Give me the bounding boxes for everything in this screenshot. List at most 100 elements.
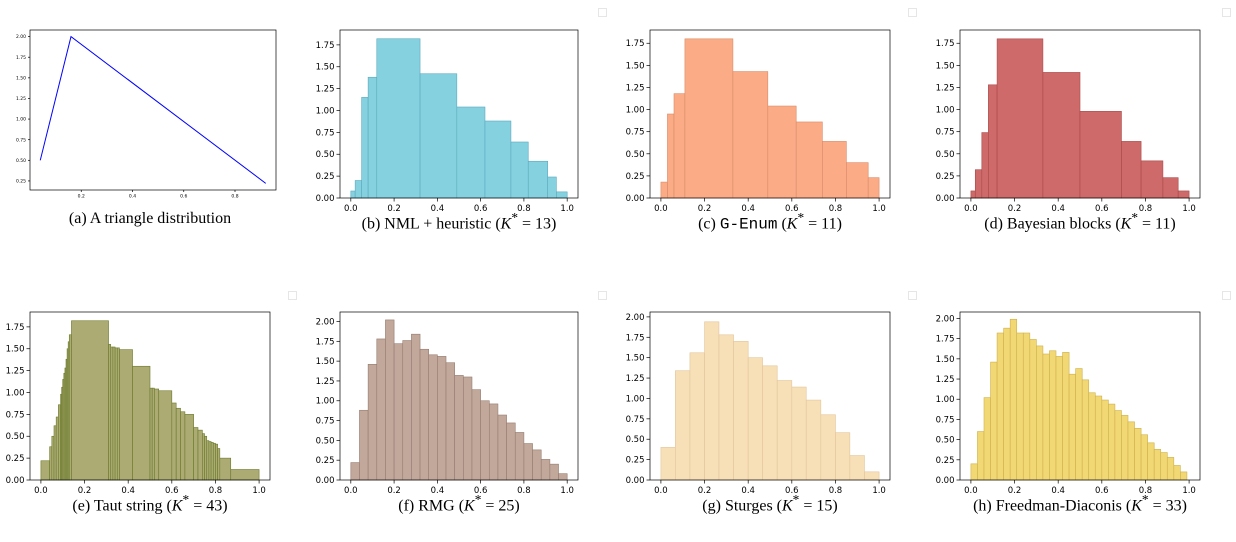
histogram-bar [154,388,160,481]
histogram-bar [549,463,559,481]
y-tick-label: 1.00 [6,388,25,398]
y-tick-label: 0.25 [316,456,335,466]
y-tick-label: 0.50 [936,150,955,160]
x-tick-label: 1.0 [1182,204,1196,214]
corner-marker [908,8,917,17]
caption-star: * [797,210,805,225]
panel-g: 0.0 0.2 0.4 0.6 0.8 1.0 0.00 0.25 0.50 0.75 1.00 1.… [626,311,891,496]
y-tick-label: 0.50 [936,436,955,446]
histogram-bar [68,334,72,481]
histogram-bar [556,191,568,199]
histogram-bar [805,399,822,481]
histogram-bar [350,462,360,481]
histogram-bar [660,447,676,481]
histogram-bar [1029,339,1037,481]
x-tick-label: 0.2 [1008,204,1022,214]
y-tick-label: 1.00 [316,397,335,407]
y-tick-label: 0.00 [316,476,335,486]
y-tick-label: 1.00 [626,394,645,404]
histogram-bar [419,73,458,199]
histogram-bar [540,459,551,481]
histogram-bar [849,455,865,481]
histogram-bar [445,362,455,481]
histogram-bar [376,38,421,199]
caption-suffix: = 11) [1137,215,1176,233]
y-tick-label: 1.25 [6,367,25,377]
y-tick-label: 1.75 [316,41,335,51]
x-tick-label: 0.6 [785,204,799,214]
x-tick-label: 0.8 [231,194,238,200]
histogram-bar [350,190,356,199]
histogram-bar [689,352,705,481]
histogram-bar [1162,177,1179,199]
histogram-bar [795,121,823,199]
histogram-bar [732,71,769,199]
histogram-bar [1166,457,1175,481]
caption-text: (a) A triangle distribution [68,210,232,227]
x-tick-label: 1.0 [872,204,886,214]
y-tick-label: 1.50 [16,75,26,81]
histogram-bar [184,414,194,481]
y-tick-label: 0.75 [626,128,645,138]
histogram-bar [454,375,464,481]
y-tick-label: 0.25 [626,456,645,466]
x-tick-label: 0.6 [180,194,187,200]
histogram-bar [1042,353,1050,481]
corner-marker [1222,291,1231,300]
y-tick-label: 0.00 [936,194,955,204]
histogram-bar [51,435,55,481]
histogram-bar [667,113,675,199]
histogram-bar [354,180,362,199]
panel-h: 0.0 0.2 0.4 0.6 0.8 1.0 0.00 0.25 0.50 0.75 1.00 1.… [936,311,1201,496]
caption-suffix: = 33) [1148,497,1187,515]
x-tick-label: 0.4 [121,486,135,496]
histogram-bar [1036,345,1044,481]
histogram-bar [212,442,216,481]
axes-frame [29,29,277,191]
histogram-bar [1101,399,1109,481]
caption-prefix: (f) RMG ( [398,497,465,515]
x-tick-label: 0.4 [129,194,136,200]
corner-marker [1222,8,1231,17]
y-tick-label: 1.00 [936,395,955,405]
y-tick-label: 1.50 [316,63,335,73]
caption-star: * [1131,210,1138,225]
y-tick-label: 1.25 [626,83,645,93]
corner-marker [288,291,297,300]
histogram-bar [367,76,378,199]
y-tick-label: 1.50 [936,355,955,365]
histogram-bar [1062,352,1070,481]
y-tick-label: 0.25 [16,179,26,185]
caption-suffix: = 25) [481,497,520,515]
y-tick-label: 1.75 [626,39,645,49]
x-tick-label: 0.6 [474,204,488,214]
x-tick-label: 0.6 [1095,486,1109,496]
histogram-bar [119,349,133,481]
y-tick-label: 0.50 [626,150,645,160]
histogram-bar [547,176,557,199]
caption-prefix: (c) [698,215,720,233]
histogram-bar [484,120,512,199]
histogram-bar [527,160,549,199]
y-tick-label: 0.50 [626,435,645,445]
y-tick-label: 2.00 [936,314,955,324]
y-tick-label: 1.25 [16,96,26,102]
histogram-bar [1108,403,1116,481]
histogram-bar [411,333,421,481]
y-tick-label: 1.00 [16,117,26,123]
caption-prefix: (h) Freedman-Diaconis ( [973,497,1132,515]
y-tick-label: 0.00 [936,476,955,486]
caption-suffix: = 13) [518,215,557,233]
x-tick-label: 0.2 [698,204,712,214]
histogram-bar [171,402,177,481]
x-tick-label: 0.8 [1139,486,1153,496]
histogram-bar [1147,442,1155,481]
histogram-bar [558,473,568,481]
histogram-bar [767,105,797,199]
y-tick-label: 2.00 [316,317,335,327]
caption-h: (h) Freedman-Diaconis (K* = 33) [930,492,1230,515]
histogram-bar [510,141,529,199]
caption-k-symbol: K [786,215,798,233]
histogram-bar [1009,318,1018,481]
axes-frame [959,311,1201,481]
